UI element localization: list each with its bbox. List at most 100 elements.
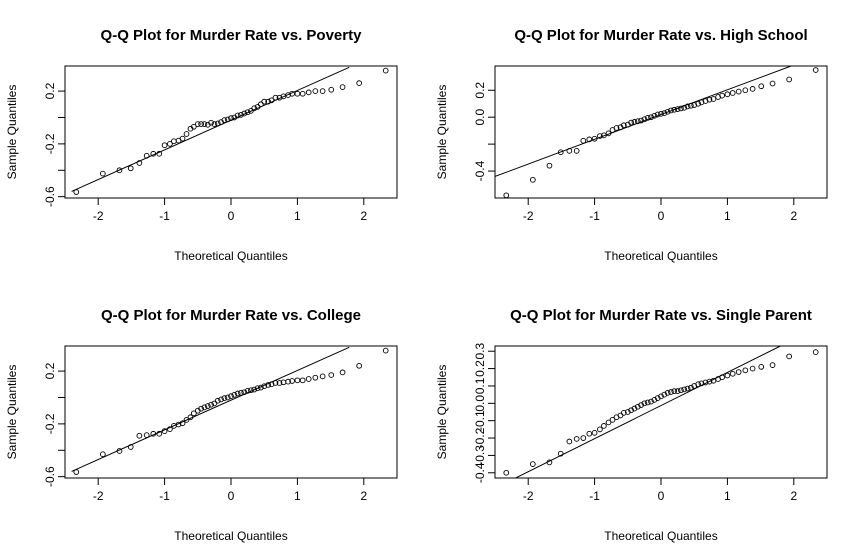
qq-point: [231, 391, 238, 398]
qq-point: [143, 432, 150, 438]
y-tick-label: 0.0: [473, 395, 487, 412]
x-tick-label: 1: [724, 209, 731, 223]
qq-point: [634, 403, 641, 410]
qq-point: [143, 152, 150, 159]
qq-point: [136, 432, 143, 439]
qq-point: [272, 380, 279, 386]
qq-point: [261, 98, 268, 105]
x-tick-label: 0: [658, 489, 665, 503]
qq-point: [328, 372, 335, 378]
qq-point: [238, 111, 244, 118]
qq-point: [786, 353, 793, 360]
qq-point: [729, 370, 736, 377]
qq-point: [268, 381, 275, 388]
qq-point: [634, 118, 641, 125]
qq-point: [758, 363, 765, 370]
qq-point: [580, 435, 587, 441]
qq-point: [201, 404, 208, 411]
qq-point: [224, 116, 231, 123]
qq-point: [591, 429, 598, 436]
plot-title: Q-Q Plot for Murder Rate vs. High School: [514, 27, 807, 44]
qq-point: [248, 387, 254, 394]
qq-point: [265, 382, 272, 388]
qq-point: [127, 165, 134, 172]
qq-point: [735, 88, 742, 95]
qq-point: [573, 148, 580, 154]
qq-point: [684, 103, 691, 110]
qq-point: [674, 106, 681, 112]
qq-point: [735, 369, 742, 375]
qq-point: [127, 444, 134, 450]
qq-point: [695, 100, 702, 107]
qq-point: [729, 90, 736, 96]
qq-point: [150, 150, 157, 157]
qq-point: [183, 131, 190, 137]
qq-point: [258, 384, 264, 391]
qq-point: [276, 94, 283, 101]
qq-point: [702, 379, 709, 386]
qq-point: [695, 381, 702, 388]
qq-point: [224, 394, 231, 401]
qq-point: [706, 96, 713, 103]
x-axis-label: Theoretical Quantiles: [174, 249, 287, 263]
qq-point: [241, 389, 248, 396]
qq-point: [99, 170, 106, 177]
x-tick-label: 2: [360, 489, 367, 503]
qq-point: [641, 116, 648, 123]
qq-point: [668, 389, 674, 395]
x-tick-label: 0: [228, 489, 235, 503]
qq-point: [688, 102, 694, 109]
qq-points: [73, 67, 389, 195]
qq-point: [601, 132, 607, 139]
qq-point: [742, 367, 749, 374]
qq-point: [167, 141, 173, 147]
qq-point: [272, 94, 279, 101]
qq-point: [664, 108, 671, 115]
qq-point: [812, 349, 819, 355]
qq-points: [503, 349, 819, 476]
qq-point: [644, 115, 651, 121]
qq-point: [319, 88, 326, 94]
qq-point: [339, 84, 346, 90]
qq-point: [529, 461, 536, 467]
qq-point: [661, 110, 668, 116]
x-axis-label: Theoretical Quantiles: [604, 249, 717, 263]
qq-point: [244, 388, 251, 394]
qq-panel-single-parent: Q-Q Plot for Murder Rate vs. Single Pare…: [435, 307, 828, 543]
qq-point: [116, 167, 123, 174]
qq-point: [742, 87, 749, 94]
qq-point: [557, 149, 564, 156]
qq-point: [749, 86, 756, 92]
qq-point: [681, 386, 688, 393]
qq-point: [312, 374, 319, 381]
qq-point: [356, 80, 363, 87]
qq-point: [812, 67, 819, 73]
qq-point: [661, 391, 668, 398]
qq-point: [769, 362, 776, 368]
y-tick-label: -0.4: [473, 160, 487, 181]
qq-point: [631, 119, 638, 125]
qq-point: [658, 110, 664, 117]
qq-point: [221, 117, 228, 123]
qq-point: [749, 365, 756, 372]
qq-point: [644, 399, 651, 406]
x-tick-label: -1: [159, 209, 170, 223]
x-tick-label: -2: [523, 489, 534, 503]
qq-point: [234, 112, 241, 119]
qq-point: [628, 407, 634, 414]
x-axis-label: Theoretical Quantiles: [604, 529, 717, 543]
qq-point: [710, 96, 717, 102]
qq-point: [208, 401, 214, 408]
qq-point: [268, 97, 275, 104]
qq-point: [658, 393, 664, 400]
qq-point: [786, 76, 793, 83]
y-tick-label: -0.2: [43, 413, 57, 434]
qq-point: [265, 98, 272, 105]
qq-point: [586, 430, 593, 437]
qq-point: [238, 390, 244, 396]
y-axis-label: Sample Quantiles: [435, 85, 449, 180]
qq-point: [719, 92, 725, 99]
qq-point: [620, 122, 627, 129]
y-tick-label: 0.2: [43, 82, 57, 99]
